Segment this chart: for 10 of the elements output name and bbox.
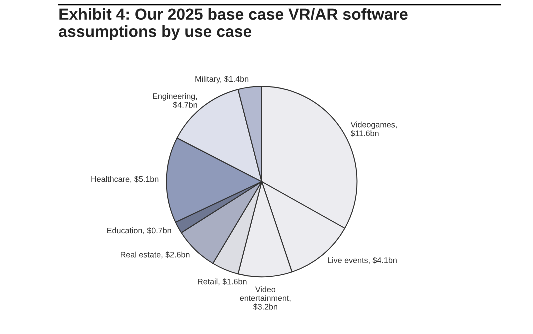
chart-title: Exhibit 4: Our 2025 base case VR/AR software assumptions by use case [59, 8, 408, 40]
slice-label: Videogames, $11.6bn [350, 122, 397, 137]
slice-label: Military, $1.4bn [196, 76, 249, 84]
slice-label: Engineering, $4.7bn [153, 93, 198, 108]
slice-label: Retail, $1.6bn [198, 278, 247, 286]
slice-label: Education, $0.7bn [108, 228, 172, 235]
slice-label: Real estate, $2.6bn [121, 252, 190, 259]
slice-label: Healthcare, $5.1bn [92, 176, 159, 184]
slice-label: Live events, $4.1bn [328, 257, 397, 264]
slice-label: Video entertainment, $3.2bn [240, 286, 291, 310]
